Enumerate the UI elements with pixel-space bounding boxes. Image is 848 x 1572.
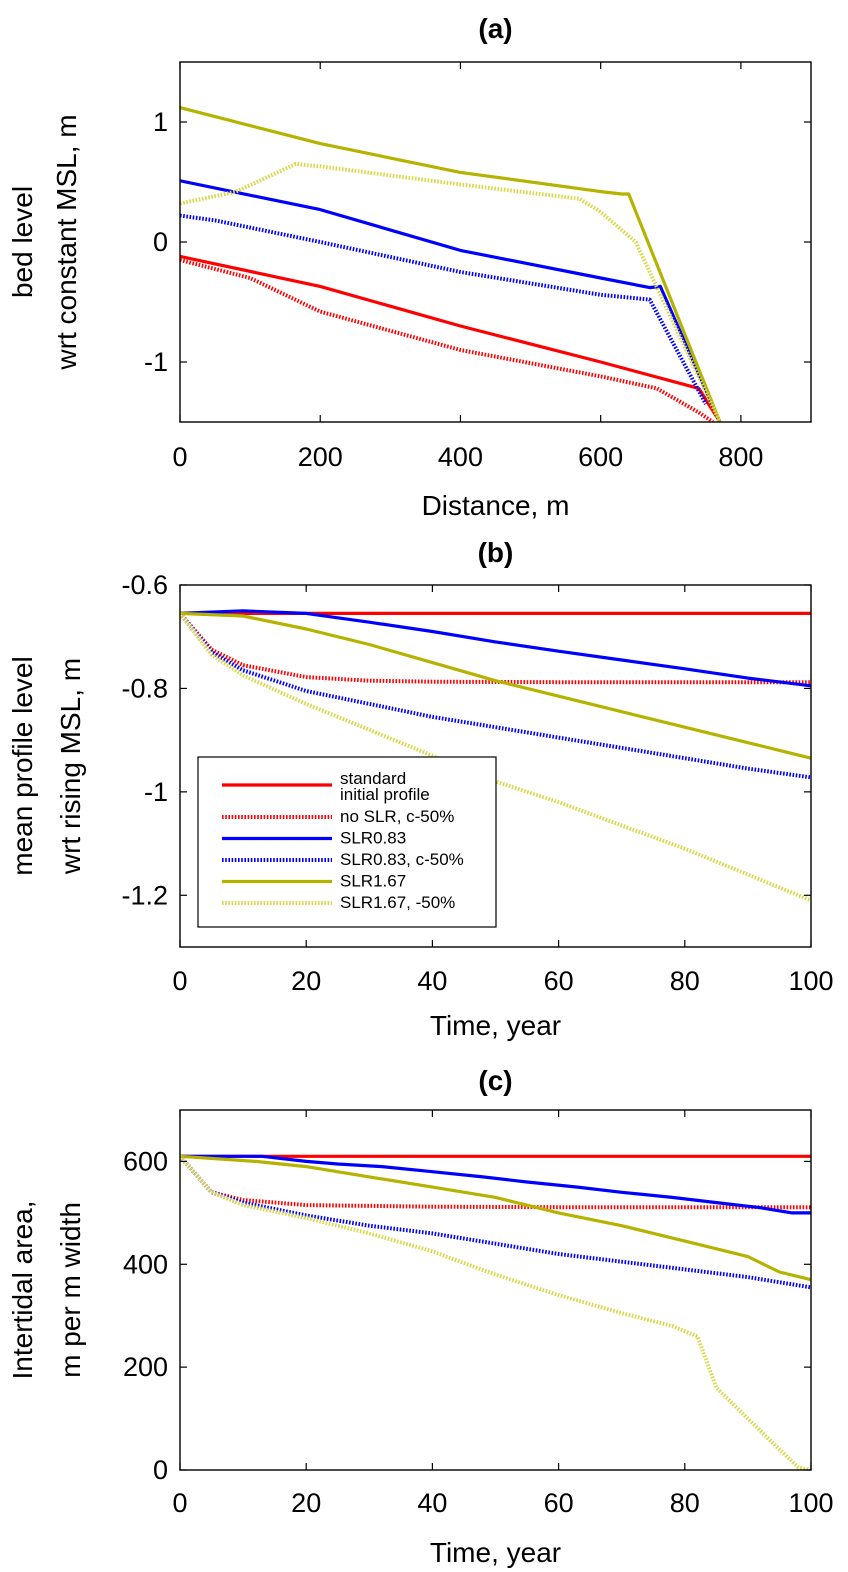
y-tick-label: 400 <box>123 1249 168 1279</box>
x-axis-label: Time, year <box>430 1537 561 1568</box>
y-tick-label: 0 <box>153 227 168 257</box>
y-tick-label: 200 <box>123 1352 168 1382</box>
x-axis-label: Time, year <box>430 1010 561 1041</box>
legend-label: standard <box>340 769 406 788</box>
y-tick-label: -1.2 <box>121 880 168 910</box>
y-axis-label: m per m width <box>55 1202 86 1378</box>
series-line-1 <box>180 254 722 422</box>
y-tick-label: -0.6 <box>121 570 168 600</box>
y-tick-label: -1 <box>144 777 168 807</box>
series-line-6 <box>180 612 811 903</box>
series-group <box>180 609 811 903</box>
y-tick-label: -1 <box>144 347 168 377</box>
x-tick-label: 600 <box>578 442 623 472</box>
y-tick-label: 600 <box>123 1146 168 1176</box>
series-line-4 <box>180 213 708 405</box>
legend-label: no SLR, c-50% <box>340 807 454 826</box>
x-tick-label: 60 <box>544 966 574 996</box>
y-axis-label: Intertidal area, <box>7 1201 38 1380</box>
axes-box <box>179 584 812 948</box>
x-tick-label: 0 <box>172 966 187 996</box>
panel-c-title: (c) <box>478 1065 512 1096</box>
series-group <box>180 1154 811 1470</box>
x-axis-label: Distance, m <box>422 490 570 521</box>
panel-b: (b) 0 20 40 60 80 100 -1.2 -1 -0.8 -0.6 Time, year m… <box>7 537 834 1041</box>
x-tick-label: 100 <box>788 1488 833 1518</box>
legend-label: SLR0.83 <box>340 829 406 848</box>
y-axis-label: mean profile level <box>7 656 38 875</box>
series-line-5 <box>180 611 811 760</box>
x-tick-label: 80 <box>670 1488 700 1518</box>
x-tick-label: 40 <box>417 1488 447 1518</box>
series-line-4 <box>180 612 811 780</box>
x-tick-label: 40 <box>417 966 447 996</box>
y-tick-label: -0.8 <box>121 673 168 703</box>
x-tick-label: 200 <box>298 442 343 472</box>
y-tick-label: 1 <box>153 107 168 137</box>
x-tick-label: 100 <box>788 966 833 996</box>
y-axis-label: wrt constant MSL, m <box>51 114 82 370</box>
panel-a-title: (a) <box>478 13 512 44</box>
x-tick-label: 20 <box>291 1488 321 1518</box>
panel-b-title: (b) <box>478 537 514 568</box>
panel-a: (a) 0 200 400 600 800 -1 0 1 Distance, m bed level… <box>7 13 812 521</box>
series-line-2 <box>180 612 811 685</box>
series-line-2 <box>180 258 714 422</box>
x-tick-label: 400 <box>438 442 483 472</box>
axes-box <box>179 61 812 423</box>
legend-label: SLR1.67 <box>340 872 406 891</box>
y-axis-label: bed level <box>7 186 38 298</box>
y-tick-label: 0 <box>153 1455 168 1485</box>
series-line-3 <box>180 1154 811 1215</box>
x-tick-label: 20 <box>291 966 321 996</box>
panel-c: (c) 0 20 40 60 80 100 0 200 400 600 Time, year Inter… <box>7 1065 834 1568</box>
series-line-5 <box>180 106 722 422</box>
x-tick-label: 60 <box>544 1488 574 1518</box>
series-line-5 <box>180 1154 811 1282</box>
x-tick-label: 800 <box>718 442 763 472</box>
series-line-4 <box>180 1154 811 1290</box>
legend-label: initial profile <box>340 785 430 804</box>
series-line-6 <box>180 1154 811 1470</box>
series-line-3 <box>180 609 811 688</box>
x-tick-label: 80 <box>670 966 700 996</box>
series-group <box>180 106 722 422</box>
y-axis-label: wrt rising MSL, m <box>55 658 86 875</box>
x-tick-label: 0 <box>172 1488 187 1518</box>
series-line-3 <box>180 179 722 422</box>
legend-label: SLR1.67, -50% <box>340 893 455 912</box>
series-line-6 <box>180 162 722 422</box>
legend-label: SLR0.83, c-50% <box>340 850 464 869</box>
x-tick-label: 0 <box>172 442 187 472</box>
axes-box <box>179 1109 812 1471</box>
